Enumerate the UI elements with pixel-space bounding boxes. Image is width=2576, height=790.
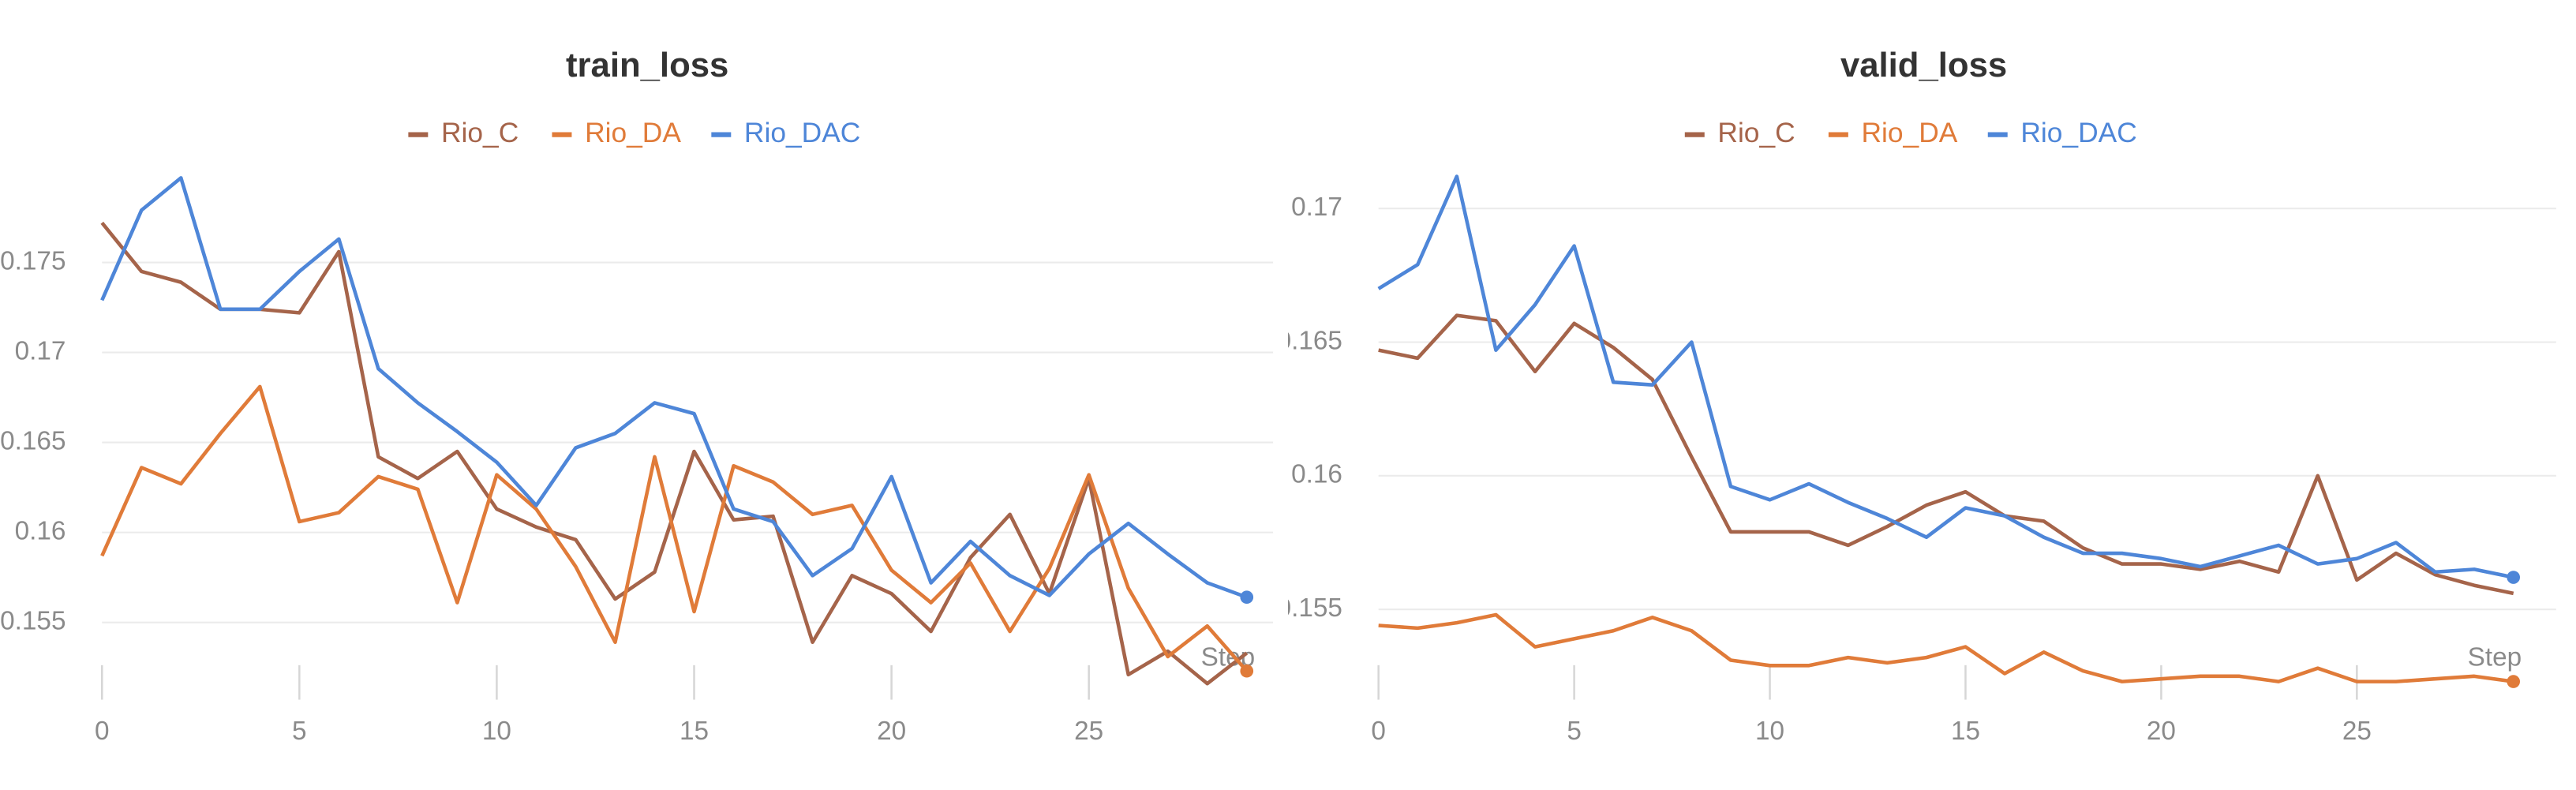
x-tick-label: 15 [1951,717,1980,746]
legend-label: Rio_DAC [2020,118,2136,148]
x-tick-label: 25 [1074,717,1103,746]
series-line [1378,612,2514,683]
y-tick-label: 0.16 [1291,460,1342,489]
chart: valid_loss Rio_C Rio_DA Rio_DAC 0.155 0.16 0.1… [1288,46,2556,746]
series-line [100,384,1249,672]
legend-label: Rio_DA [1862,118,1958,148]
end-marker [1240,590,1254,605]
end-marker [1240,664,1254,678]
x-tick-label: 10 [1755,717,1784,746]
x-tick-label: 20 [2147,717,2176,746]
series-line [100,221,1249,686]
legend-label: Rio_DAC [744,118,860,148]
y-tick-label: 0.17 [1291,193,1342,222]
x-tick-label: 0 [95,717,110,746]
legend-label: Rio_C [441,118,519,148]
x-tick-label: 0 [1371,717,1386,746]
x-tick-label: 20 [877,717,906,746]
x-tick-label: 25 [2342,717,2372,746]
series-line [100,176,1248,599]
legend-label: Rio_DA [585,118,681,148]
chart-title: train_loss [566,46,728,84]
end-marker [2507,675,2521,688]
chart-title: valid_loss [1840,46,2007,84]
chart: train_loss Rio_C Rio_DA Rio_DAC 0.155 0.16 0.1… [0,46,1274,746]
y-tick-label: 0.17 [15,336,66,365]
legend-label: Rio_C [1717,118,1795,148]
x-tick-label: 5 [1567,717,1582,746]
x-tick-label: 15 [680,717,709,746]
x-tick-label: 5 [292,717,307,746]
x-tick-label: 10 [482,717,511,746]
y-tick-label: 0.175 [0,246,66,275]
y-tick-label: 0.16 [15,516,66,545]
end-marker [2507,571,2521,584]
y-tick-label: 0.165 [0,426,66,455]
x-axis-label: Step [2468,642,2522,672]
y-tick-label: 0.165 [1288,326,1342,355]
y-tick-label: 0.155 [1288,593,1342,623]
series-line [1377,174,2514,579]
y-tick-label: 0.155 [0,606,66,635]
series-line [1378,313,2514,596]
